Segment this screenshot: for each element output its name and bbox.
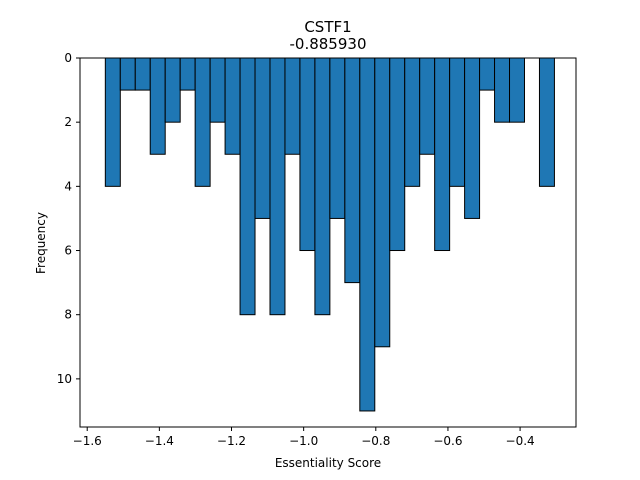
histogram-bar — [359, 57, 376, 412]
y-tick-label: 0 — [64, 51, 72, 65]
histogram-bar — [149, 57, 166, 155]
histogram-bar — [509, 57, 525, 123]
y-axis-label: Frequency — [34, 212, 48, 274]
histogram-bar — [179, 57, 196, 91]
x-tick-label: −0.4 — [506, 434, 535, 448]
y-axis: 0 2 4 6 8 10 — [57, 51, 80, 386]
histogram-bar — [104, 57, 121, 187]
y-tick-label: 6 — [64, 244, 72, 258]
histogram-bar — [134, 57, 151, 91]
chart-title: CSTF1 — [304, 18, 351, 36]
histogram-bar — [239, 57, 256, 316]
y-tick-label: 10 — [57, 372, 72, 386]
histogram-bar — [404, 57, 421, 187]
y-tick-label: 8 — [64, 308, 72, 322]
histogram-bar — [479, 57, 496, 91]
x-axis-label: Essentiality Score — [275, 456, 381, 470]
histogram-bar — [344, 57, 361, 284]
x-axis: −1.6 −1.4 −1.2 −1.0 −0.8 −0.6 −0.4 — [73, 427, 535, 448]
histogram-bar — [269, 57, 286, 316]
histogram-bar — [538, 57, 555, 187]
y-tick-label: 2 — [64, 115, 72, 129]
histogram-bar — [254, 57, 271, 219]
histogram-bar — [194, 57, 211, 187]
y-tick-label: 4 — [64, 179, 72, 193]
histogram-bar — [464, 57, 481, 219]
histogram-bar — [164, 57, 181, 123]
histogram-bar — [284, 57, 301, 155]
x-tick-label: −1.4 — [145, 434, 174, 448]
histogram-bar — [374, 57, 391, 348]
plot-frame — [79, 57, 577, 428]
histogram-bar — [209, 57, 226, 123]
histogram-bar — [389, 57, 406, 252]
x-tick-label: −0.8 — [361, 434, 390, 448]
histogram-bar — [419, 57, 436, 155]
histogram-bar — [314, 57, 331, 316]
histogram-bar — [449, 57, 466, 187]
x-tick-label: −1.0 — [289, 434, 318, 448]
chart-subtitle: -0.885930 — [290, 35, 367, 53]
histogram-bar — [494, 57, 511, 123]
x-tick-label: −0.6 — [433, 434, 462, 448]
x-tick-label: −1.2 — [217, 434, 246, 448]
histogram-bar — [224, 57, 241, 155]
bars-group — [104, 57, 555, 412]
histogram-bar — [434, 57, 451, 252]
histogram-bar — [299, 57, 316, 252]
histogram-bar — [329, 57, 346, 219]
histogram-bar — [119, 57, 136, 91]
x-tick-label: −1.6 — [73, 434, 102, 448]
